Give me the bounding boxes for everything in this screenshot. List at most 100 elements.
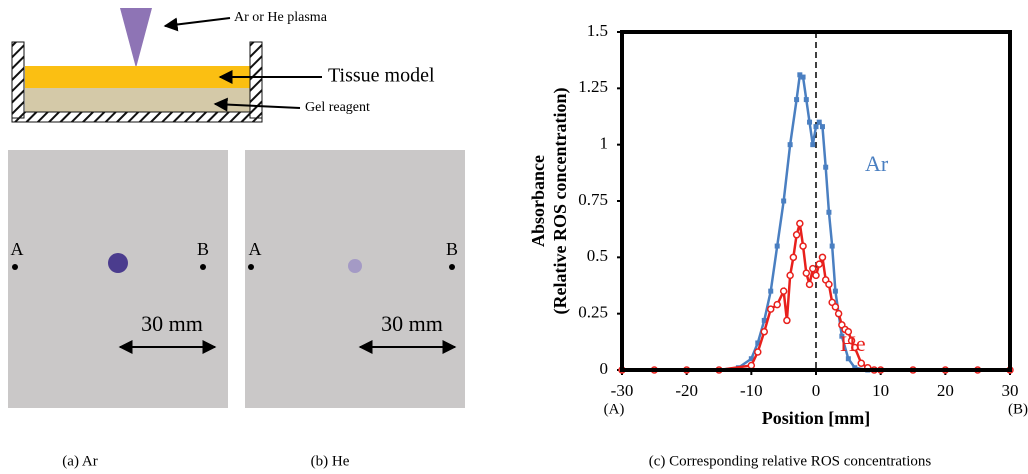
plot-frame [620,30,1012,372]
schematic: Ar or He plasma Tissue model Gel reagent [11,8,435,123]
x-tick-label: 0 [812,381,821,400]
point [803,97,809,103]
point [845,356,851,362]
point [847,336,856,345]
point [760,327,769,336]
spot [348,259,362,273]
x-tick-label: -30 [611,381,634,400]
point [768,288,774,294]
point [816,119,822,125]
scale-label: 30 mm [141,311,203,336]
point [774,243,780,249]
point [832,288,838,294]
point [810,142,816,148]
point [794,97,800,103]
x-tick-label: 10 [872,381,889,400]
dish-bottom [11,111,263,123]
point [786,271,794,280]
series-line [622,223,1010,372]
caption: (a) Ar [62,453,97,469]
y-tick-label: 0.75 [578,190,608,209]
point [819,124,825,130]
point [844,327,853,336]
y-tick-label: 1.25 [578,77,608,96]
point [766,305,775,313]
series-label: Ar [865,151,889,176]
x-tick-note: (A) [604,401,625,417]
point [826,209,832,215]
tissue-layer [25,66,250,88]
photo-a: A B 30 mm (a) Ar [8,150,228,469]
point [781,198,787,204]
y-tick-label: 1.5 [587,21,608,40]
point [831,303,840,311]
point [802,269,811,277]
y-axis-label: (Relative ROS concentration) [550,88,571,315]
point [839,333,845,339]
point [755,340,761,346]
x-tick-label: -10 [740,381,763,400]
point [779,287,788,295]
point [761,317,767,323]
x-tick-label: 30 [1002,381,1019,400]
point [799,242,807,250]
point [797,72,803,78]
point [823,164,829,170]
photo-b: A B 30 mm (b) He [245,150,465,469]
point [809,264,817,273]
point [857,359,866,367]
mark-a: A [11,239,24,259]
point [789,253,798,262]
point [747,361,756,370]
x-axis-label: Position [mm] [762,408,870,428]
point [800,74,806,80]
point [792,231,801,239]
point [783,316,791,325]
dish-wall [249,41,263,119]
point [829,243,835,249]
point [851,343,859,352]
mark-a: A [249,239,262,259]
tissue-label: Tissue model [328,65,435,87]
caption: (b) He [311,453,350,469]
arrow [213,97,301,112]
mark-b: B [446,239,458,259]
point [813,124,819,130]
y-tick-label: 0.25 [578,303,608,322]
point [805,280,814,289]
y-tick-label: 0 [600,359,609,378]
point [754,348,762,356]
arrow [163,17,231,32]
mark-b: B [197,239,209,259]
x-tick-label: -20 [675,381,698,400]
photo [245,150,465,408]
point [812,271,820,280]
series-label: He [840,331,866,356]
y-axis-label: Absorbance [528,155,548,247]
photo [8,150,228,408]
x-tick-label: 20 [937,381,954,400]
point [815,260,823,268]
point [807,119,813,125]
point [834,309,843,318]
point-b [200,264,206,270]
point [787,142,793,148]
point [773,300,781,309]
y-tick-label: 1 [600,134,609,153]
x-tick-note: (B) [1008,401,1028,417]
dish-wall [11,41,25,119]
point [852,365,858,371]
gel-label: Gel reagent [305,100,370,115]
spot [108,253,128,273]
point [818,253,827,262]
point [748,356,754,362]
gel-layer [25,88,250,112]
plasma-jet [120,8,152,68]
plasma-label: Ar or He plasma [234,10,328,25]
caption: (c) Corresponding relative ROS concentra… [649,453,932,469]
y-tick-label: 0.5 [587,246,608,265]
point [796,219,804,228]
point [825,280,833,289]
scale-label: 30 mm [381,311,443,336]
